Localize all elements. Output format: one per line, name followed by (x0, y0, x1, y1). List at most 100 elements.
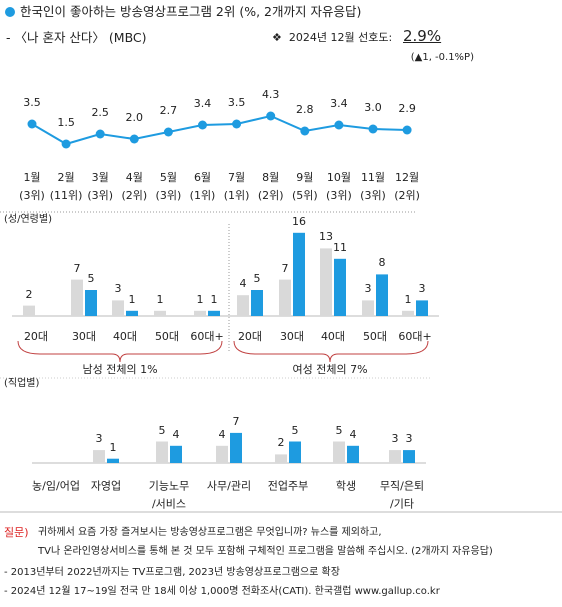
bar (334, 258, 346, 316)
bar (71, 279, 83, 316)
month-label: 7월 (228, 171, 246, 185)
value-label: 1 (404, 293, 412, 306)
category-label: 농/임/어업 (32, 479, 80, 493)
data-point (129, 134, 139, 144)
bar (362, 300, 374, 316)
rank-label: (3위) (360, 189, 386, 203)
month-label: 1월 (23, 171, 41, 185)
bar (93, 450, 105, 463)
month-label: 6월 (193, 171, 212, 185)
value-label: 3.5 (227, 96, 246, 110)
value-label: 4 (239, 277, 247, 291)
rank-label: (3위) (19, 189, 45, 203)
category-label: 30대 (71, 330, 97, 344)
rank-label: (1위) (223, 189, 250, 203)
subtitle: - 〈나 혼자 산다〉 (MBC) (6, 30, 147, 45)
title-bullet (5, 7, 15, 17)
rank-label: (3위) (326, 189, 352, 203)
bar (237, 295, 249, 316)
bar (230, 432, 242, 463)
bar (194, 310, 206, 316)
bar (279, 279, 291, 316)
category-label: 40대 (320, 330, 346, 344)
category-label: 사무/관리 (206, 479, 252, 493)
value-label: 4.3 (261, 88, 280, 102)
rank-label: (5위) (291, 189, 318, 203)
value-label: 7 (73, 261, 81, 275)
value-label: 16 (292, 215, 306, 228)
value-label: 3.5 (23, 96, 41, 110)
value-label: 3.4 (193, 97, 212, 111)
title: 한국인이 좋아하는 방송영상프로그램 2위 (%, 2개까지 자유응답) (20, 4, 362, 19)
value-label: 2.8 (296, 103, 314, 117)
value-label: 2.9 (398, 102, 416, 116)
month-label: 3월 (91, 171, 109, 185)
data-point (163, 127, 173, 137)
month-label: 2월 (57, 171, 75, 185)
category-label: 20대 (23, 330, 49, 344)
category-label: 자영업 (90, 479, 122, 493)
value-label: 1.5 (57, 116, 75, 130)
bar (376, 274, 388, 316)
category-label: 학생 (335, 479, 357, 493)
value-label: 1 (196, 293, 204, 306)
rank-label: (3위) (87, 189, 114, 203)
rank-label: (1위) (189, 189, 216, 203)
bar (389, 450, 401, 463)
value-label: 5 (87, 272, 95, 286)
value-label: 3 (405, 432, 413, 446)
data-point (61, 139, 71, 149)
rank-label: (2위) (257, 189, 284, 203)
rank-label: (3위) (155, 189, 182, 203)
month-label: 9월 (296, 171, 314, 185)
category-label: 전업주부 (267, 479, 309, 493)
value-label: 2 (25, 287, 33, 301)
trend-line (31, 114, 408, 146)
category-label: 기능노무 /서비스 (148, 479, 190, 511)
value-label: 3 (95, 432, 103, 446)
value-label: 5 (158, 423, 166, 437)
data-point (368, 124, 378, 134)
group-label: 여성 전체의 7% (292, 363, 368, 377)
value-label: 13 (319, 230, 333, 244)
bar (208, 310, 220, 316)
group-brace (233, 340, 429, 363)
bar (416, 300, 428, 316)
bar (170, 445, 182, 463)
value-label: 4 (218, 428, 226, 441)
data-point (27, 119, 37, 129)
group-label: 남성 전체의 1% (82, 363, 158, 377)
stat-value: 2.9% (403, 27, 442, 45)
value-label: 7 (281, 261, 289, 275)
question: TV나 온라인영상서비스를 통해 본 것 모두 포함해 구체적인 프로그램을 말… (38, 546, 493, 557)
stat-label: ❖ 2024년 12월 선호도: (272, 31, 393, 45)
bar (156, 441, 168, 463)
category-label: 20대 (237, 330, 263, 344)
data-point (198, 120, 207, 130)
data-point (402, 125, 412, 135)
note: - 2013년부터 2022년까지는 TV프로그램, 2023년 방송영상프로그… (4, 567, 340, 578)
value-label: 1 (109, 440, 117, 454)
value-label: 5 (253, 272, 261, 286)
value-label: 5 (291, 423, 299, 437)
value-label: 8 (378, 256, 386, 270)
bar (275, 454, 287, 463)
stat-change: (▲1, -0.1%P) (410, 52, 474, 63)
note: - 2024년 12월 17~19일 전국 만 18세 이상 1,000명 전화… (4, 586, 440, 597)
question-label: 질문) (4, 526, 29, 540)
value-label: 3.0 (364, 101, 382, 115)
bar (107, 458, 119, 463)
bar (403, 450, 415, 463)
section-label: (성/연령별) (4, 214, 52, 225)
category-label: 30대 (279, 330, 305, 344)
bar (251, 290, 263, 316)
value-label: 5 (335, 423, 343, 437)
data-point (95, 129, 105, 139)
category-label: 50대 (154, 330, 180, 344)
data-point (232, 119, 242, 129)
bar (126, 310, 138, 316)
category-label: 40대 (112, 330, 138, 344)
data-point (266, 111, 276, 121)
